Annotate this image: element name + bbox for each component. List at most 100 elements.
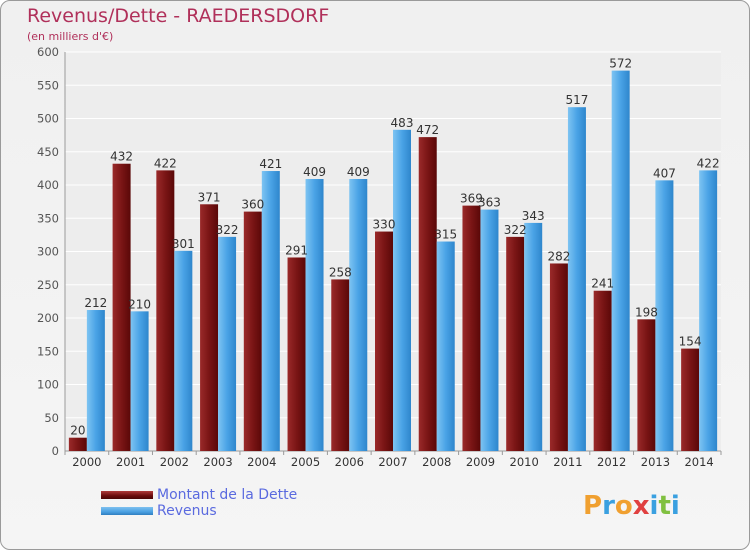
- y-tick-label: 100: [37, 378, 59, 392]
- bar-revenus: [218, 236, 237, 451]
- x-tick-label: 2008: [422, 455, 451, 469]
- data-label-dette: 291: [285, 243, 308, 257]
- x-tick-label: 2011: [553, 455, 582, 469]
- x-tick-label: 2005: [291, 455, 320, 469]
- y-tick-label: 350: [37, 211, 59, 225]
- bar-revenus: [261, 171, 280, 451]
- bar-revenus: [305, 179, 324, 451]
- x-tick-label: 2014: [684, 455, 713, 469]
- chart-title: Revenus/Dette - RAEDERSDORF: [27, 5, 330, 27]
- data-label-revenus: 315: [434, 228, 457, 242]
- y-tick-label: 250: [37, 278, 59, 292]
- bar-dette: [506, 236, 525, 451]
- data-label-dette: 282: [547, 249, 570, 263]
- y-tick-label: 400: [37, 178, 59, 192]
- data-label-dette: 258: [329, 265, 352, 279]
- x-tick-label: 2010: [510, 455, 539, 469]
- data-label-dette: 369: [460, 192, 483, 206]
- logo-letter: r: [602, 491, 615, 521]
- y-tick-label: 0: [52, 444, 59, 458]
- x-tick-label: 2000: [72, 455, 101, 469]
- x-tick-label: 2007: [378, 455, 407, 469]
- bar-dette: [418, 137, 437, 451]
- bar-dette: [681, 348, 700, 451]
- legend-swatch-dette: [101, 491, 153, 499]
- bar-dette: [331, 279, 350, 451]
- y-tick-label: 150: [37, 344, 59, 358]
- bar-dette: [462, 205, 481, 451]
- data-label-dette: 20: [70, 424, 85, 438]
- bar-revenus: [393, 129, 411, 451]
- x-tick-label: 2004: [247, 455, 276, 469]
- x-tick-label: 2013: [641, 455, 670, 469]
- data-label-revenus: 301: [172, 237, 195, 251]
- x-tick-label: 2001: [116, 455, 145, 469]
- data-label-revenus: 483: [391, 116, 414, 130]
- bar-revenus: [130, 311, 149, 451]
- logo-letter: P: [583, 491, 603, 521]
- data-label-revenus: 421: [259, 157, 282, 171]
- data-label-dette: 330: [373, 218, 396, 232]
- data-label-revenus: 407: [653, 166, 676, 180]
- chart-subtitle: (en milliers d'€): [27, 30, 114, 43]
- data-label-revenus: 210: [128, 297, 151, 311]
- data-label-revenus: 322: [216, 223, 239, 237]
- data-label-dette: 432: [110, 150, 133, 164]
- bar-dette: [375, 231, 393, 451]
- data-label-revenus: 517: [565, 93, 588, 107]
- logo-letter: o: [614, 491, 633, 521]
- bar-dette: [593, 290, 612, 451]
- x-tick-label: 2009: [466, 455, 495, 469]
- y-tick-label: 600: [37, 45, 59, 59]
- bar-dette: [243, 211, 262, 451]
- bar-dette: [68, 437, 87, 451]
- data-label-revenus: 212: [84, 296, 107, 310]
- bar-dette: [637, 319, 656, 451]
- data-label-dette: 422: [154, 156, 177, 170]
- y-tick-label: 300: [37, 245, 59, 259]
- data-label-dette: 241: [591, 277, 614, 291]
- y-tick-label: 200: [37, 311, 59, 325]
- data-label-revenus: 363: [478, 196, 501, 210]
- x-tick-label: 2012: [597, 455, 626, 469]
- bar-revenus: [480, 209, 499, 451]
- bar-revenus: [174, 250, 193, 451]
- data-label-revenus: 422: [697, 156, 720, 170]
- bar-revenus: [567, 107, 586, 451]
- logo-letter: x: [632, 491, 650, 521]
- legend-label-revenus: Revenus: [157, 503, 217, 519]
- data-label-revenus: 409: [347, 165, 370, 179]
- bar-dette: [112, 163, 131, 451]
- y-tick-label: 50: [44, 411, 59, 425]
- bar-revenus: [655, 180, 674, 451]
- data-label-revenus: 409: [303, 165, 326, 179]
- y-tick-label: 550: [37, 78, 59, 92]
- data-label-dette: 198: [635, 305, 658, 319]
- logo-letter: i: [649, 491, 659, 521]
- y-tick-label: 450: [37, 145, 59, 159]
- y-tick-label: 500: [37, 112, 59, 126]
- x-tick-label: 2006: [335, 455, 364, 469]
- logo-letter: i: [670, 491, 680, 521]
- bar-dette: [549, 263, 568, 451]
- data-label-dette: 322: [504, 223, 527, 237]
- data-label-revenus: 572: [609, 57, 632, 71]
- x-tick-label: 2002: [160, 455, 189, 469]
- bar-revenus: [86, 310, 105, 451]
- data-label-dette: 371: [198, 190, 221, 204]
- legend-swatch-revenus: [101, 507, 153, 515]
- bar-revenus: [699, 170, 718, 451]
- data-label-dette: 154: [679, 335, 702, 349]
- bar-revenus: [436, 241, 455, 451]
- bar-dette: [200, 204, 219, 451]
- data-label-dette: 472: [416, 123, 439, 137]
- bar-dette: [156, 170, 175, 451]
- data-label-revenus: 343: [522, 209, 545, 223]
- bar-dette: [287, 257, 306, 451]
- x-tick-label: 2003: [203, 455, 232, 469]
- bar-revenus: [349, 179, 368, 451]
- bar-revenus: [524, 222, 543, 451]
- proxiti-logo: Proxiti: [583, 491, 680, 521]
